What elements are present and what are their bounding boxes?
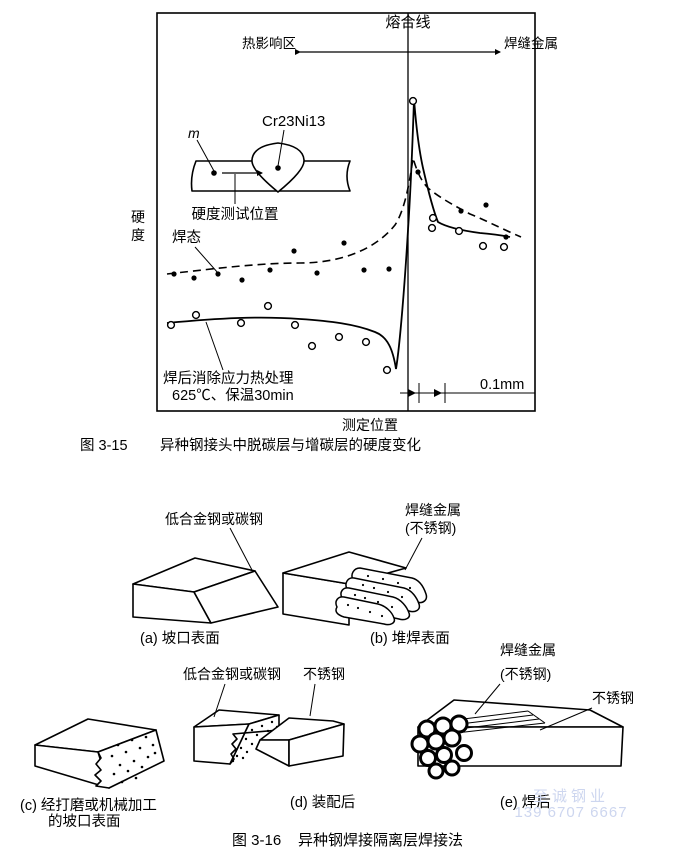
svg-text:(b) 堆焊表面: (b) 堆焊表面 — [370, 630, 450, 647]
svg-text:的坡口表面: 的坡口表面 — [48, 813, 121, 830]
svg-text:139 6707 6667: 139 6707 6667 — [514, 804, 627, 821]
svg-text:不锈钢: 不锈钢 — [303, 666, 345, 682]
svg-text:度: 度 — [131, 227, 145, 243]
svg-text:焊缝金属: 焊缝金属 — [500, 642, 556, 658]
svg-text:图 3-16: 图 3-16 — [232, 832, 281, 849]
svg-text:测定位置: 测定位置 — [342, 417, 398, 433]
svg-text:Cr23Ni13: Cr23Ni13 — [262, 113, 325, 130]
svg-text:(不锈钢): (不锈钢) — [500, 666, 551, 682]
svg-text:625℃、保温30min: 625℃、保温30min — [172, 387, 294, 404]
svg-text:焊态: 焊态 — [172, 229, 201, 246]
svg-text:图 3-15: 图 3-15 — [80, 438, 128, 454]
svg-text:热影响区: 热影响区 — [242, 36, 296, 51]
svg-text:(c) 经打磨或机械加工: (c) 经打磨或机械加工 — [20, 797, 157, 814]
svg-text:焊后消除应力热处理: 焊后消除应力热处理 — [163, 369, 294, 387]
svg-text:至诚钢业: 至诚钢业 — [533, 788, 609, 805]
svg-text:异种钢焊接隔离层焊接法: 异种钢焊接隔离层焊接法 — [298, 832, 463, 849]
svg-text:异种钢接头中脱碳层与增碳层的硬度变化: 异种钢接头中脱碳层与增碳层的硬度变化 — [160, 437, 421, 454]
svg-text:焊缝金属: 焊缝金属 — [504, 36, 558, 51]
svg-text:不锈钢: 不锈钢 — [592, 690, 634, 706]
svg-text:(a) 坡口表面: (a) 坡口表面 — [140, 630, 220, 647]
svg-text:(d) 装配后: (d) 装配后 — [290, 794, 355, 811]
svg-text:m: m — [188, 125, 200, 141]
svg-text:硬: 硬 — [131, 209, 145, 225]
svg-text:(不锈钢): (不锈钢) — [405, 520, 456, 536]
svg-text:低合金钢或碳钢: 低合金钢或碳钢 — [183, 666, 281, 682]
svg-text:低合金钢或碳钢: 低合金钢或碳钢 — [165, 511, 263, 527]
svg-text:焊缝金属: 焊缝金属 — [405, 502, 461, 518]
svg-text:0.1mm: 0.1mm — [480, 377, 524, 393]
svg-text:硬度测试位置: 硬度测试位置 — [192, 206, 279, 223]
svg-text:熔合线: 熔合线 — [385, 14, 430, 31]
